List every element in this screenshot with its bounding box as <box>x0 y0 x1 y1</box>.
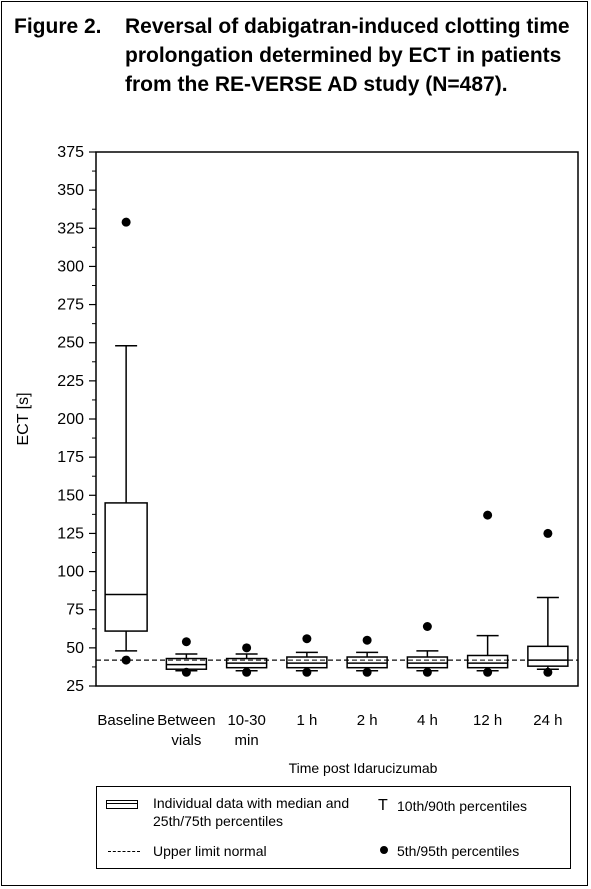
percentile-95-dot <box>483 510 493 520</box>
x-tick-label: vials <box>171 732 201 749</box>
y-tick-label: 300 <box>57 258 84 275</box>
percentile-95-dot <box>242 643 252 653</box>
legend-box-symbol <box>106 800 138 809</box>
percentile-5-dot <box>422 667 432 677</box>
legend-dot-label: 5th/95th percentiles <box>397 843 520 859</box>
legend-dashed-symbol <box>108 851 140 852</box>
percentile-5-dot <box>362 667 372 677</box>
x-tick-label: 1 h <box>296 712 317 729</box>
percentile-95-dot <box>302 634 312 644</box>
legend: Individual data with median and 25th/75t… <box>96 786 571 869</box>
y-tick-label: 25 <box>66 678 84 695</box>
y-tick-label: 125 <box>57 525 84 542</box>
x-tick-label: Baseline <box>97 712 155 729</box>
percentile-95-dot <box>121 217 131 227</box>
y-tick-label: 100 <box>57 564 84 581</box>
percentile-5-dot <box>181 667 191 677</box>
y-tick-label: 75 <box>66 602 84 619</box>
percentile-95-dot <box>422 621 432 631</box>
percentile-5-dot <box>242 667 252 677</box>
y-tick-label: 325 <box>57 220 84 237</box>
percentile-95-dot <box>181 637 191 647</box>
box <box>527 645 569 667</box>
y-tick-label: 275 <box>57 297 84 314</box>
box <box>346 656 388 669</box>
box <box>286 656 328 669</box>
figure-title: Reversal of dabigatran-induced clotting … <box>125 15 570 96</box>
x-tick-label: min <box>235 732 259 749</box>
x-tick-label: 2 h <box>357 712 378 729</box>
percentile-5-dot <box>483 667 493 677</box>
plot-area <box>95 151 579 687</box>
legend-whisker-label: 10th/90th percentiles <box>397 798 527 814</box>
legend-dashed-label: Upper limit normal <box>153 843 267 859</box>
legend-box-label: Individual data with median and 25th/75t… <box>153 795 350 829</box>
y-tick-label: 175 <box>57 449 84 466</box>
percentile-5-dot <box>302 667 312 677</box>
x-axis-label: Time post Idarucizumab <box>289 760 438 776</box>
y-tick-label: 250 <box>57 335 84 352</box>
y-tick-label: 150 <box>57 487 84 504</box>
y-tick-label: 350 <box>57 182 84 199</box>
y-tick-label: 375 <box>57 144 84 161</box>
percentile-5-dot <box>543 667 553 677</box>
box <box>406 656 449 669</box>
legend-dot-symbol <box>380 846 388 854</box>
x-tick-label: 4 h <box>417 712 438 729</box>
x-tick-label: 12 h <box>473 712 502 729</box>
figure-label: Figure 2. <box>14 15 102 38</box>
x-tick-label: Between <box>157 712 215 729</box>
percentile-5-dot <box>121 655 131 665</box>
y-axis-label: ECT [s] <box>15 392 32 445</box>
percentile-95-dot <box>543 528 553 538</box>
y-tick-label: 225 <box>57 373 84 390</box>
percentile-95-dot <box>362 635 372 645</box>
legend-whisker-symbol: T <box>378 797 388 814</box>
x-tick-label: 24 h <box>533 712 562 729</box>
y-tick-label: 200 <box>57 411 84 428</box>
x-tick-label: 10-30 <box>227 712 265 729</box>
box <box>466 654 509 669</box>
box <box>104 502 148 632</box>
y-tick-label: 50 <box>66 640 84 657</box>
